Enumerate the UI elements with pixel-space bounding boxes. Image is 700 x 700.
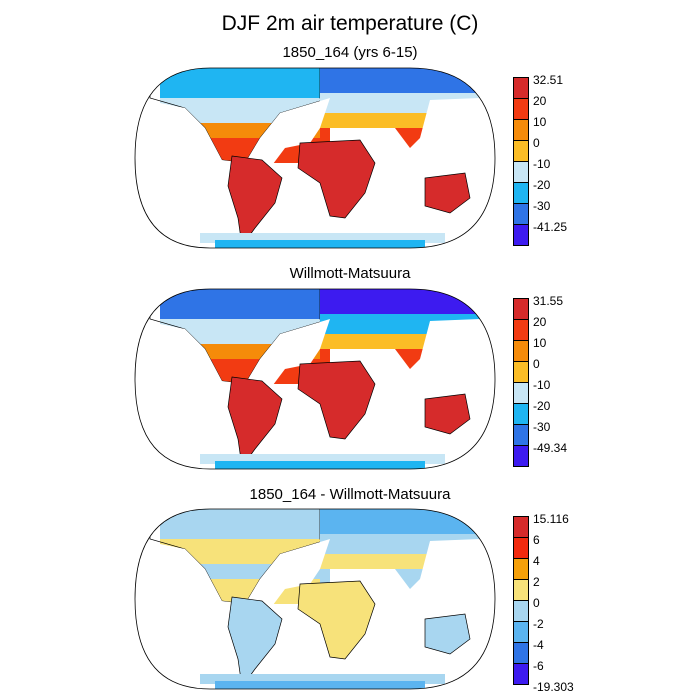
colorbar-box bbox=[513, 119, 529, 141]
colorbar-box bbox=[513, 642, 529, 664]
colorbar-box bbox=[513, 340, 529, 362]
map-panel-3 bbox=[134, 508, 496, 690]
colorbar-box bbox=[513, 361, 529, 383]
colorbar-box bbox=[513, 579, 529, 601]
colorbar-box bbox=[513, 663, 529, 685]
colorbar-label: 0 bbox=[533, 136, 540, 150]
colorbar-label: -2 bbox=[533, 617, 544, 631]
colorbar-label: 20 bbox=[533, 315, 547, 329]
colorbar-box bbox=[513, 203, 529, 225]
colorbar-label: 10 bbox=[533, 115, 547, 129]
colorbar-box bbox=[513, 161, 529, 183]
colorbar-label: 6 bbox=[533, 533, 540, 547]
colorbar-label: -4 bbox=[533, 638, 544, 652]
colorbar-box bbox=[513, 621, 529, 643]
colorbar-box bbox=[513, 182, 529, 204]
main-title: DJF 2m air temperature (C) bbox=[221, 12, 479, 35]
colorbar-label: -30 bbox=[533, 199, 551, 213]
colorbar-label: 15.116 bbox=[533, 512, 569, 526]
colorbar-box bbox=[513, 403, 529, 425]
colorbar-label: -19.303 bbox=[533, 680, 574, 694]
colorbar-box bbox=[513, 319, 529, 341]
panel-2-title: Willmott-Matsuura bbox=[289, 265, 411, 282]
colorbar-label: 32.51 bbox=[533, 73, 564, 87]
colorbar-box bbox=[513, 516, 529, 538]
colorbar-label: -20 bbox=[533, 399, 551, 413]
colorbar-box bbox=[513, 558, 529, 580]
colorbar-box bbox=[513, 140, 529, 162]
panel-3-title: 1850_164 - Willmott-Matsuura bbox=[249, 486, 451, 503]
colorbar-label: 20 bbox=[533, 94, 547, 108]
colorbar-label: 2 bbox=[533, 575, 540, 589]
colorbar-label: -10 bbox=[533, 378, 551, 392]
colorbar-box bbox=[513, 382, 529, 404]
colorbar-label: -49.34 bbox=[533, 441, 568, 455]
map-border bbox=[134, 288, 496, 470]
map-border bbox=[134, 508, 496, 690]
colorbar-box bbox=[513, 600, 529, 622]
colorbar-box bbox=[513, 298, 529, 320]
colorbar-box bbox=[513, 424, 529, 446]
colorbar-label: 31.55 bbox=[533, 294, 564, 308]
panel-1-title: 1850_164 (yrs 6-15) bbox=[282, 44, 418, 61]
colorbar-box bbox=[513, 77, 529, 99]
colorbar-label: -6 bbox=[533, 659, 544, 673]
map-border bbox=[134, 67, 496, 249]
colorbar-box bbox=[513, 445, 529, 467]
colorbar-box bbox=[513, 98, 529, 120]
colorbar-label: -30 bbox=[533, 420, 551, 434]
colorbar-label: -41.25 bbox=[533, 220, 568, 234]
colorbar-box bbox=[513, 537, 529, 559]
map-panel-2 bbox=[134, 288, 496, 470]
colorbar-label: -10 bbox=[533, 157, 551, 171]
colorbar-box bbox=[513, 224, 529, 246]
colorbar-label: 0 bbox=[533, 596, 540, 610]
colorbar-label: 0 bbox=[533, 357, 540, 371]
map-panel-1 bbox=[134, 67, 496, 249]
colorbar-label: 10 bbox=[533, 336, 547, 350]
colorbar-label: -20 bbox=[533, 178, 551, 192]
colorbar-label: 4 bbox=[533, 554, 540, 568]
